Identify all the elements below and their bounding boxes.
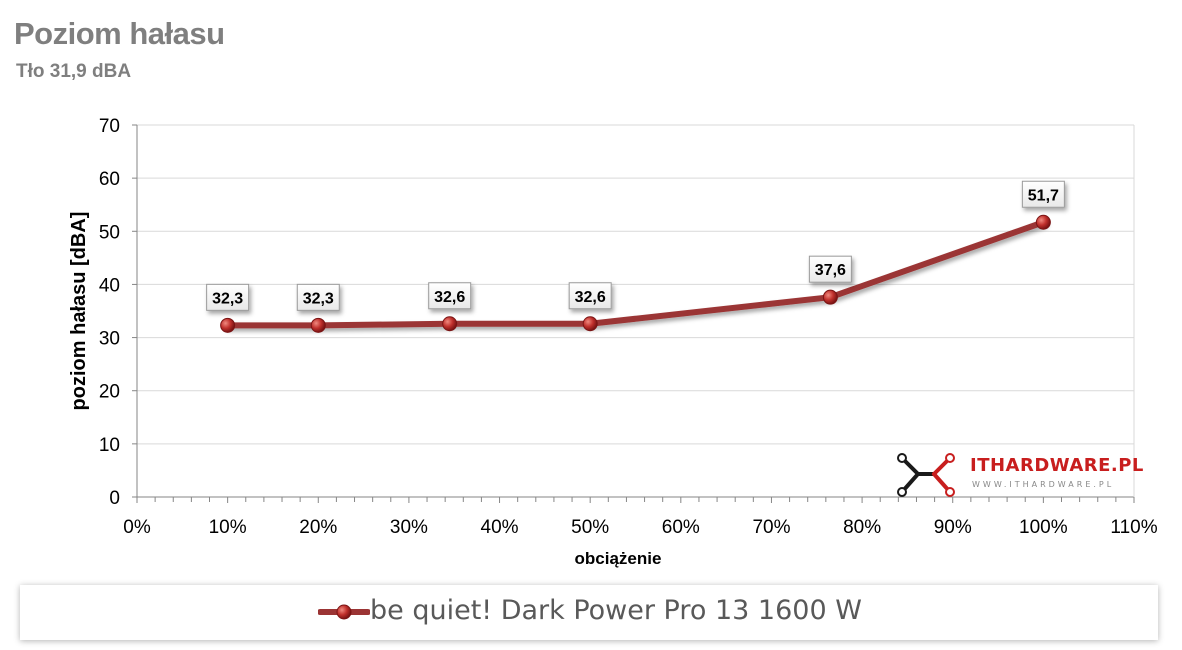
y-tick-label: 10 [99, 435, 120, 456]
data-point [220, 317, 236, 333]
data-label-text: 32,6 [434, 289, 465, 306]
data-point [310, 317, 326, 333]
y-tick-label: 60 [99, 169, 120, 190]
y-tick-label: 20 [99, 382, 120, 403]
series-group [220, 214, 1051, 333]
data-label-box [296, 283, 340, 311]
data-labels: 32,3 32,3 32,6 32,6 37,6 51,7 [206, 180, 1065, 311]
series-line [224, 219, 1047, 329]
legend-label: be quiet! Dark Power Pro 13 1600 W [370, 595, 862, 626]
x-tick-label: 90% [934, 517, 972, 538]
x-tick-label: 50% [571, 517, 609, 538]
axes [132, 124, 1135, 503]
y-tick-label: 30 [99, 329, 120, 350]
y-tick-labels: 0 10 20 30 40 50 60 70 [99, 116, 120, 509]
data-point [582, 316, 598, 332]
grid-lines [137, 124, 1134, 445]
x-tick-label: 40% [481, 517, 519, 538]
data-label-text: 32,3 [303, 290, 334, 307]
x-tick-label: 110% [1110, 517, 1157, 538]
data-label-box [206, 283, 250, 311]
legend-swatch-icon [318, 604, 370, 620]
x-tick-label: 80% [843, 517, 881, 538]
data-label: 37,6 [808, 255, 852, 283]
x-tick-labels: 0% 10% 20% 30% 40% 50% 60% 70% 80% 90% 100% 110% [123, 517, 1157, 538]
data-label-text: 51,7 [1028, 187, 1059, 204]
x-tick-label: 20% [299, 517, 337, 538]
data-label: 32,3 [296, 283, 340, 311]
x-tick-label: 70% [752, 517, 790, 538]
data-label-box [568, 282, 612, 310]
chart-subtitle: Tło 31,9 dBA [16, 61, 132, 82]
x-tick-label: 100% [1019, 517, 1068, 538]
data-label: 32,3 [206, 283, 250, 311]
data-label-text: 32,6 [575, 289, 606, 306]
logo-mark-icon [897, 453, 955, 497]
chart-title: Poziom hałasu [14, 16, 225, 51]
y-tick-label: 50 [99, 222, 120, 243]
data-label: 32,6 [568, 282, 612, 310]
data-label: 51,7 [1021, 180, 1065, 208]
data-point [822, 289, 838, 305]
data-label-box [428, 282, 472, 310]
data-label: 32,6 [428, 282, 472, 310]
x-tick-label: 0% [123, 517, 151, 538]
data-label-box [1021, 180, 1065, 208]
y-tick-label: 40 [99, 275, 120, 296]
logo-url: WWW.ITHARDWARE.PL [972, 480, 1115, 489]
data-point [442, 316, 458, 332]
ithardware-logo: ITHARDWARE.PL WWW.ITHARDWARE.PL [896, 450, 1143, 500]
x-tick-label: 30% [390, 517, 428, 538]
x-tick-label: 60% [662, 517, 700, 538]
data-label-box [808, 255, 852, 283]
logo-text: ITHARDWARE.PL [970, 455, 1144, 476]
legend: be quiet! Dark Power Pro 13 1600 W [20, 585, 1158, 640]
y-tick-label: 0 [109, 488, 120, 509]
x-axis-label: obciążenie [575, 549, 662, 568]
line-chart: 0 10 20 30 40 50 60 70 0% 10% 20% 30% 40% 50% 60% 70% 8… [68, 116, 1158, 568]
y-axis-label: poziom hałasu [dBA] [68, 212, 90, 411]
data-point [1035, 214, 1051, 230]
x-tick-label: 10% [209, 517, 247, 538]
data-label-text: 32,3 [212, 290, 243, 307]
y-tick-label: 70 [99, 116, 120, 137]
data-label-text: 37,6 [815, 262, 846, 279]
